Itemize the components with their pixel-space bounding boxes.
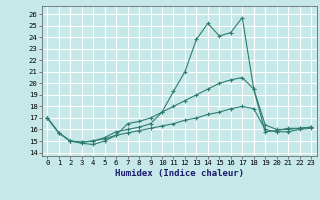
X-axis label: Humidex (Indice chaleur): Humidex (Indice chaleur) [115, 169, 244, 178]
